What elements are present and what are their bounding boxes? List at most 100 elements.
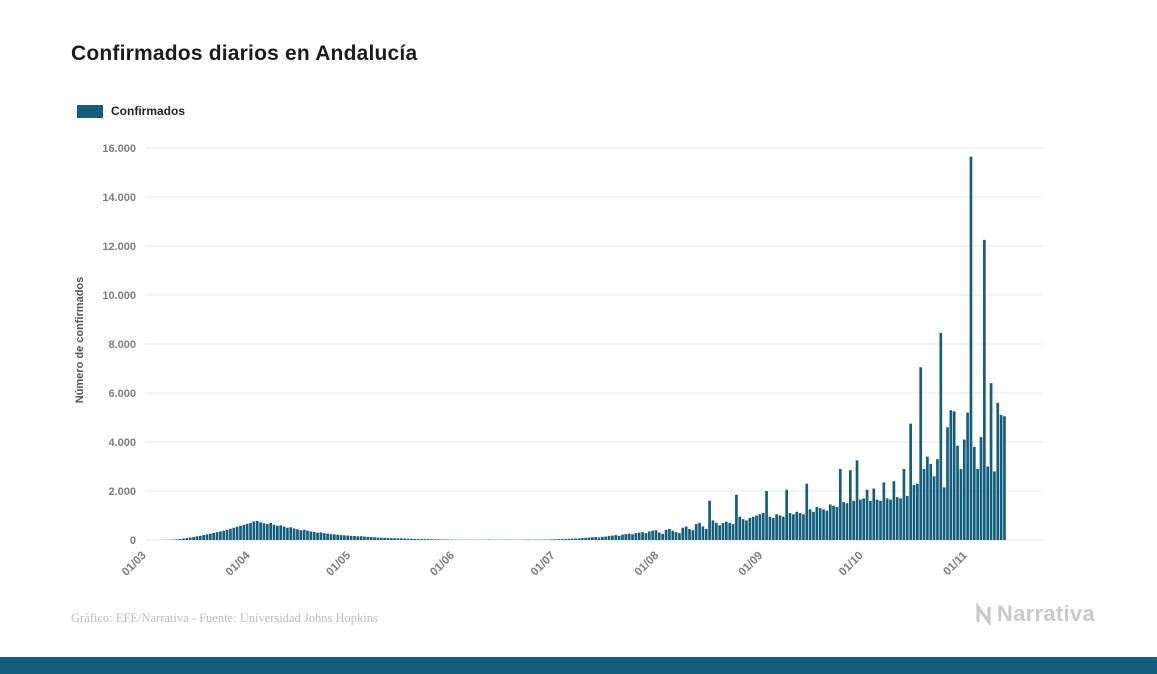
bar	[209, 533, 212, 540]
bar	[845, 503, 849, 540]
bar	[276, 525, 279, 540]
bar	[895, 497, 899, 541]
bar	[641, 532, 644, 540]
bar	[711, 520, 715, 540]
bar	[725, 521, 728, 541]
bar	[182, 538, 185, 540]
bar	[336, 534, 340, 540]
bar	[885, 498, 889, 540]
bar	[175, 539, 179, 540]
bar	[621, 534, 624, 540]
bar	[986, 466, 990, 540]
legend-label: Confirmados	[111, 104, 186, 118]
y-tick-label: 4.000	[108, 437, 136, 449]
bar	[393, 538, 396, 540]
bar	[882, 482, 886, 541]
bar	[255, 520, 259, 540]
bar	[731, 524, 735, 541]
bar	[714, 522, 718, 540]
bar	[272, 524, 276, 540]
bar	[835, 506, 839, 541]
bar	[580, 538, 584, 540]
bar	[185, 538, 189, 540]
x-tick-label: 01/05	[324, 549, 353, 578]
bar	[232, 527, 236, 540]
bar	[768, 516, 772, 540]
bar	[188, 537, 192, 540]
bar	[668, 528, 671, 541]
bar	[239, 525, 242, 540]
bar	[178, 539, 182, 540]
bar	[694, 524, 698, 541]
y-axis-title: Número de confirmados	[74, 276, 86, 404]
legend: Confirmados	[77, 104, 185, 118]
bar	[822, 509, 825, 541]
bar	[661, 533, 665, 541]
bar	[222, 530, 226, 540]
bar	[781, 516, 785, 540]
bar	[999, 415, 1003, 540]
bar	[741, 519, 745, 540]
bar	[299, 530, 303, 540]
bar	[946, 427, 949, 540]
bar	[771, 517, 775, 540]
narrativa-logo-icon	[976, 603, 991, 625]
bar	[245, 523, 249, 540]
bar	[279, 525, 283, 540]
bar	[658, 532, 661, 540]
narrativa-logo: Narrativa	[974, 601, 1095, 627]
bar	[306, 530, 309, 540]
bar	[654, 530, 658, 540]
bar	[792, 514, 795, 540]
bar	[420, 539, 423, 540]
footer-credit: Gráfico: EFE/Narrativa - Fuente: Univers…	[71, 611, 378, 625]
bar	[674, 532, 678, 540]
bar	[269, 522, 272, 540]
bar	[785, 489, 789, 540]
bar	[627, 533, 631, 540]
bar	[869, 500, 872, 540]
bar	[225, 529, 229, 540]
bar	[259, 522, 262, 540]
bar	[202, 535, 205, 540]
bar	[590, 537, 594, 540]
y-tick-label: 14.000	[102, 192, 136, 204]
bar	[195, 536, 199, 540]
bar	[852, 500, 856, 540]
chart-title: Confirmados diarios en Andalucía	[71, 42, 418, 65]
bar	[564, 538, 567, 540]
bar	[862, 498, 866, 540]
bar	[805, 483, 809, 540]
bar	[359, 536, 363, 540]
bar	[919, 367, 923, 540]
bar	[286, 527, 289, 540]
bar	[788, 513, 792, 540]
bar	[681, 527, 685, 540]
bar	[812, 511, 815, 540]
y-tick-label: 0	[130, 535, 136, 547]
bar	[745, 520, 748, 540]
bar	[567, 538, 571, 540]
bar	[996, 402, 1000, 540]
bar	[936, 459, 939, 540]
bar	[369, 537, 373, 540]
bar	[701, 526, 705, 540]
bar	[909, 423, 912, 541]
bar	[838, 468, 842, 540]
bar	[637, 532, 641, 540]
bar	[356, 536, 360, 540]
bar	[855, 460, 859, 541]
bar	[815, 506, 819, 541]
bar	[289, 527, 293, 540]
bar	[332, 534, 336, 541]
bar	[818, 508, 822, 540]
bar	[905, 495, 909, 540]
bar	[966, 412, 969, 540]
bar	[594, 537, 598, 540]
bar	[322, 533, 326, 540]
bar	[601, 536, 604, 541]
bar	[312, 531, 316, 540]
bar	[828, 504, 832, 540]
